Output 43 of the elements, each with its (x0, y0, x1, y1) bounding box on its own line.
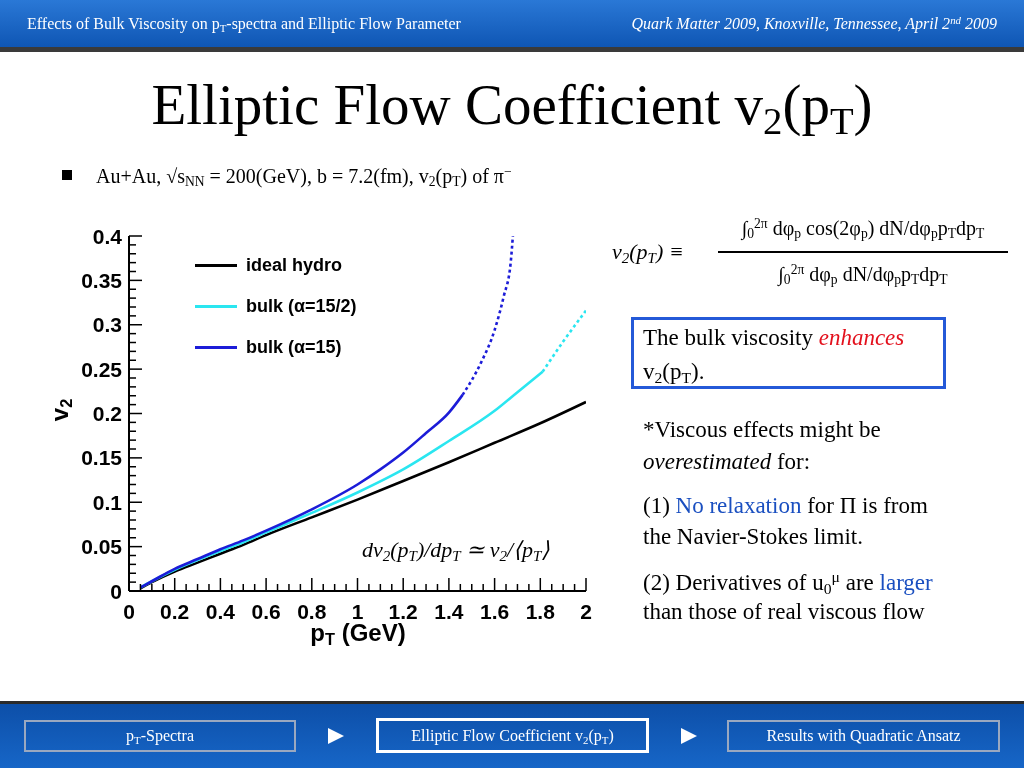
nav-button: p$_{T}$-Spectra (24, 720, 296, 752)
text: enhances (818, 325, 905, 350)
text: (2) Derivatives of u$_{0}$$^{μ}$ are (643, 568, 874, 597)
text: than those of real viscous flow (643, 599, 925, 624)
text: (1) (643, 493, 670, 518)
chart-subtitle: Au+Au, √s$_{NN}$ = 200(GeV), b = 7.2(fm), v$_{2}$(p$_{T}$) of π$^{−}$ (96, 164, 512, 190)
text: *Viscous effects might be (643, 417, 881, 442)
legend-label: bulk (α=15/2) (246, 296, 357, 317)
y-tick-label: 0.15 (81, 446, 123, 470)
x-tick-label: 2 (580, 599, 592, 623)
y-tick-label: 0.35 (81, 268, 123, 292)
y-tick-label: 0.2 (92, 402, 122, 425)
x-tick-label: 0.2 (160, 599, 190, 623)
text: v$_{2}$(p$_{T}$). (643, 359, 705, 386)
legend-label: ideal hydro (246, 255, 343, 276)
nav-button: Results with Quadratic Ansatz (727, 720, 1000, 752)
text: Quark Matter 2009, Knoxville, Tennessee, April 2$^{nd}$ 2009 (631, 13, 997, 32)
y-tick-label: 0.05 (81, 535, 123, 559)
y-tick-label: 0.25 (81, 357, 123, 381)
text: for: (776, 449, 811, 474)
text: for Π is from (807, 493, 928, 518)
text: overestimated (643, 449, 772, 474)
text: dv$_{2}$(p$_{T}$)/dp$_{T}$ ≃ v$_{2}$/⟨p$_{T}$⟩ (362, 537, 551, 564)
text: The bulk viscosity (643, 325, 813, 350)
nav-button: Elliptic Flow Coefficient v$_{2}$(p$_{T}$) (376, 718, 649, 753)
text: v$_{2}$(p$_{T}$) ≡ (612, 239, 684, 266)
x-tick-label: 1.6 (480, 599, 510, 623)
x-tick-label: 0.4 (205, 599, 236, 623)
x-tick-label: 1.4 (434, 599, 464, 623)
text: Effects of Bulk Viscosity on p$_{T}$-spectra and Elliptic Flow Parameter (27, 15, 461, 34)
x-tick-label: 0.6 (251, 599, 281, 623)
legend-label: bulk (α=15) (246, 337, 342, 358)
text: ∫$_{0}$$^{2π}$ dφ$_{p}$ dN/dφ$_{p}$p$_{T}$dp$_{T}$ (778, 262, 948, 288)
x-tick-label: 1.8 (525, 599, 556, 623)
y-tick-label: 0.1 (92, 490, 123, 514)
y-tick-label: 0 (110, 579, 122, 603)
y-tick-label: 0.3 (92, 313, 122, 337)
text: No relaxation (675, 493, 802, 518)
chart-title: Elliptic Flow Coefficient v$_{2}$(p$_{T}$) (151, 73, 873, 142)
text: the Navier-Stokes limit. (643, 524, 863, 549)
y-tick-label: 0.4 (92, 224, 123, 248)
text: larger (879, 570, 933, 595)
text: ∫$_{0}$$^{2π}$ dφ$_{p}$ cos(2φ$_{p}$) dN/dφ$_{p}$p$_{T}$dp$_{T}$ (741, 216, 985, 242)
